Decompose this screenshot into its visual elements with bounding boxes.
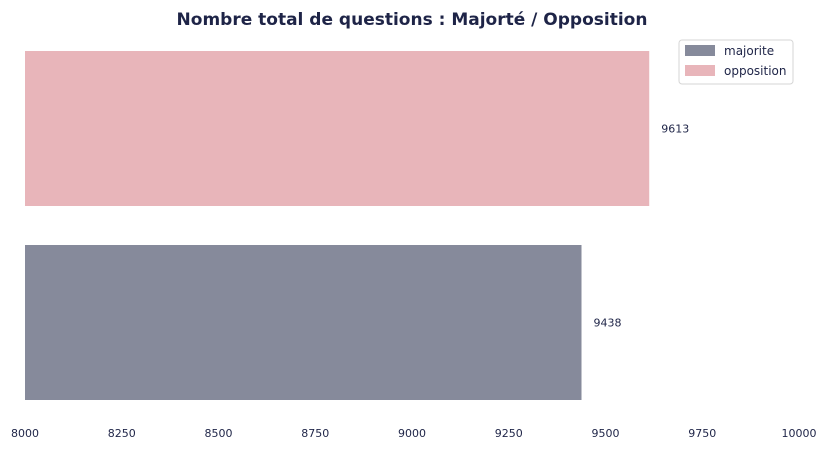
data-label-opposition: 9613 [661, 123, 689, 136]
bars-layer [25, 51, 650, 400]
chart-title: Nombre total de questions : Majorté / Op… [177, 10, 648, 30]
x-tick-label: 8750 [301, 427, 329, 440]
data-label-majorite: 9438 [594, 317, 622, 330]
legend-swatch-majorite [685, 45, 715, 56]
x-tick-label: 8250 [108, 427, 136, 440]
x-tick-label: 10000 [782, 427, 817, 440]
x-tick-label: 8500 [205, 427, 233, 440]
data-labels: 9438 9613 [594, 123, 690, 330]
legend-swatch-opposition [685, 65, 715, 76]
bar-majorite [25, 245, 582, 400]
x-axis-ticks: 8000 8250 8500 8750 9000 9250 9500 9750 10000 [11, 427, 817, 440]
x-tick-label: 9500 [592, 427, 620, 440]
x-tick-label: 9750 [688, 427, 716, 440]
legend-label-opposition: opposition [724, 64, 787, 78]
x-tick-label: 9000 [398, 427, 426, 440]
legend-label-majorite: majorite [724, 44, 774, 58]
x-tick-label: 8000 [11, 427, 39, 440]
x-tick-label: 9250 [495, 427, 523, 440]
legend[interactable]: majorite opposition [678, 39, 794, 85]
bar-opposition [25, 51, 650, 206]
